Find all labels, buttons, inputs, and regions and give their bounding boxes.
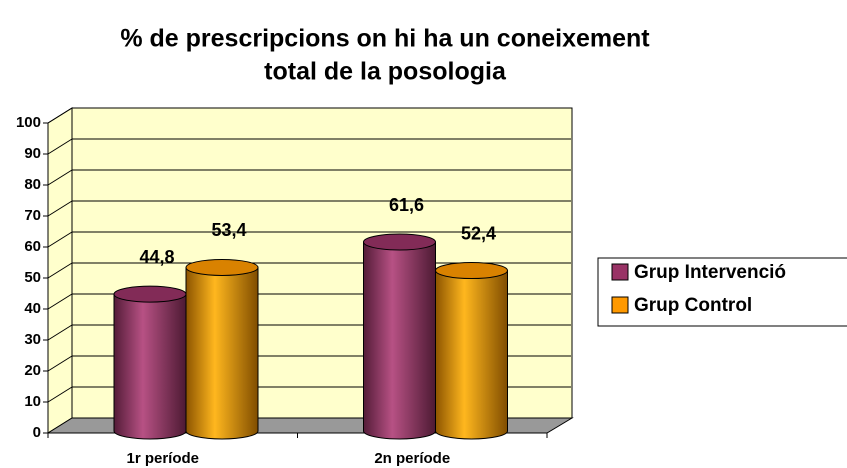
legend [597, 257, 847, 327]
grid-line [47, 386, 73, 403]
value-label: 61,6 [389, 195, 424, 215]
y-tick-label: 0 [33, 424, 41, 441]
y-tick-label: 30 [24, 331, 41, 348]
grid-line [47, 107, 73, 124]
bar-top [435, 262, 508, 280]
y-tick-label: 70 [24, 207, 41, 224]
y-tick-label: 100 [16, 114, 41, 131]
grid-line [47, 169, 73, 186]
y-tick-label: 20 [24, 362, 41, 379]
grid-line [47, 262, 73, 279]
bar [113, 293, 187, 440]
y-tick-label: 40 [24, 300, 41, 317]
y-tick-label: 50 [24, 269, 41, 286]
bar-top [363, 233, 436, 251]
y-tick-label: 90 [24, 145, 41, 162]
grid-line [47, 200, 73, 217]
chart-title: total de la posologia [264, 58, 507, 86]
value-label: 52,4 [461, 223, 496, 243]
y-tick-label: 60 [24, 238, 41, 255]
x-tick-label: 2n període [374, 450, 450, 467]
y-tick-label: 80 [24, 176, 41, 193]
legend-label: Grup Intervenció [634, 262, 786, 283]
grid-line [47, 324, 73, 341]
bar-top [185, 258, 259, 276]
grid-line [47, 355, 73, 372]
chart-title: % de prescripcions on hi ha un coneixeme… [120, 25, 650, 53]
grid-line [47, 293, 73, 310]
value-label: 53,4 [211, 220, 246, 240]
value-label: 44,8 [139, 247, 174, 267]
grid-line [47, 138, 73, 155]
x-tick-label: 1r període [126, 450, 199, 467]
y-tick-label: 10 [24, 393, 41, 410]
legend-swatch [611, 296, 629, 314]
bar [185, 266, 259, 440]
legend-label: Grup Control [634, 295, 752, 316]
bar-top [113, 285, 187, 303]
bar [363, 241, 436, 440]
legend-swatch [611, 263, 629, 281]
grid-line [47, 231, 73, 248]
bar [435, 270, 508, 440]
